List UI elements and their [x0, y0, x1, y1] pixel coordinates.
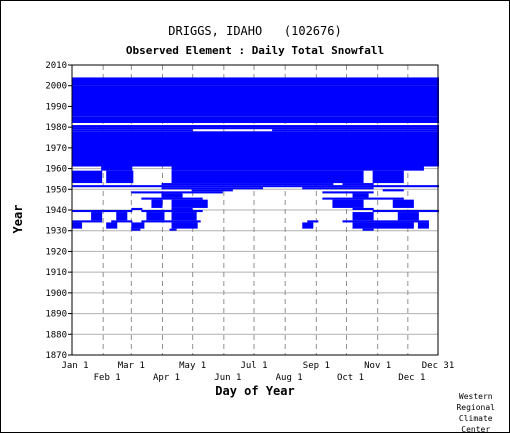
- y-tick-label: 1950: [45, 185, 67, 195]
- y-tick-label: 1960: [45, 165, 67, 175]
- x-tick-label: Nov 1: [364, 361, 391, 371]
- credit-block: Western Regional Climate Center: [456, 391, 495, 435]
- data-cell-block: [101, 166, 133, 171]
- x-tick-label: May 1: [179, 361, 206, 371]
- x-tick-label: Jul 1: [240, 361, 267, 371]
- y-tick-label: 1920: [45, 247, 67, 257]
- x-tick-label: Feb 1: [94, 373, 121, 383]
- data-cell-block: [322, 191, 374, 194]
- data-cell-block: [72, 129, 193, 132]
- y-tick-label: 1890: [45, 310, 67, 320]
- x-tick-label: Apr 1: [153, 373, 180, 383]
- data-cell-block: [72, 85, 440, 117]
- x-tick-label: Dec 1: [398, 373, 425, 383]
- data-cell-block: [397, 212, 419, 221]
- data-cell-block: [171, 212, 197, 221]
- x-axis-label: Day of Year: [215, 384, 295, 398]
- y-tick-label: 2000: [45, 82, 67, 92]
- y-tick-label: 1940: [45, 206, 67, 216]
- data-cell-block: [169, 228, 177, 231]
- x-tick-label: Dec 31: [422, 361, 455, 371]
- data-cell-block: [382, 189, 404, 192]
- data-cell-block: [106, 222, 118, 229]
- data-cell-block: [161, 187, 264, 190]
- data-cell-block: [72, 170, 103, 184]
- y-tick-label: 1880: [45, 330, 67, 340]
- data-cell-block: [171, 207, 193, 210]
- chart-title: DRIGGS, IDAHO (102676): [168, 24, 342, 38]
- data-cell-block: [272, 129, 440, 132]
- y-tick-label: 1910: [45, 268, 67, 278]
- x-tick-label: Jan 1: [61, 361, 88, 371]
- data-cell-block: [151, 199, 163, 208]
- y-tick-label: 1980: [45, 123, 67, 133]
- data-cell-block: [72, 220, 103, 223]
- data-cell-block: [342, 220, 429, 223]
- credit-line: Climate: [458, 414, 493, 423]
- y-tick-label: 1870: [45, 351, 67, 361]
- data-cell-block: [372, 210, 440, 213]
- x-tick-label: Mar 1: [118, 361, 145, 371]
- data-cell-block: [131, 222, 145, 229]
- data-cell-block: [72, 116, 440, 123]
- data-cell-block: [307, 220, 319, 223]
- data-cell-block: [171, 199, 208, 208]
- chart-subtitle: Observed Element : Daily Total Snowfall: [125, 44, 385, 57]
- data-cell-block: [141, 220, 201, 223]
- y-tick-label: 1900: [45, 289, 67, 299]
- x-tick-label: Sep 1: [303, 361, 330, 371]
- data-cell-block: [72, 127, 440, 130]
- data-cell-block: [332, 199, 364, 208]
- data-cell-block: [72, 77, 440, 86]
- data-cell-block: [191, 189, 233, 192]
- data-cell-block: [116, 212, 128, 221]
- data-cell-block: [171, 166, 424, 171]
- data-cell-block: [342, 183, 374, 186]
- y-tick-label: 2010: [45, 61, 67, 71]
- data-cell-block: [392, 199, 414, 208]
- credit-line: Center: [461, 425, 491, 434]
- data-cell-block: [302, 187, 374, 190]
- data-cell-block: [141, 197, 203, 200]
- x-tick-label: Jun 1: [214, 373, 241, 383]
- credit-line: Regional: [456, 403, 495, 412]
- data-cell-block: [362, 228, 374, 231]
- credit-line: Western: [458, 392, 493, 401]
- data-cell-block: [141, 210, 203, 213]
- data-cell-block: [146, 212, 165, 221]
- data-cell-block: [352, 212, 374, 221]
- data-cell-block: [72, 210, 133, 213]
- y-tick-label: 1970: [45, 144, 67, 154]
- data-cell-block: [352, 193, 369, 198]
- y-tick-label: 1930: [45, 227, 67, 237]
- data-cell-block: [106, 170, 134, 184]
- data-cell-block: [72, 131, 440, 167]
- data-cell-block: [131, 207, 143, 210]
- data-cell-block: [131, 228, 141, 231]
- data-cell-block: [372, 170, 404, 184]
- data-cell-block: [417, 222, 429, 229]
- data-cell-block: [171, 170, 364, 184]
- data-cell-block: [72, 222, 83, 229]
- data-cell-block: [72, 185, 440, 188]
- data-cell-block: [72, 125, 440, 128]
- data-cell-block: [322, 197, 404, 200]
- data-cell-block: [111, 220, 133, 223]
- data-cell-block: [302, 222, 314, 229]
- data-cell-block: [131, 191, 223, 194]
- data-cell-block: [161, 193, 183, 198]
- x-tick-label: Aug 1: [276, 373, 303, 383]
- data-cell-block: [171, 222, 198, 229]
- data-cell-block: [352, 207, 374, 210]
- y-tick-label: 1990: [45, 102, 67, 112]
- data-cell-block: [91, 212, 103, 221]
- data-cell-block: [352, 222, 414, 229]
- data-cell-block: [161, 183, 334, 186]
- x-tick-label: Oct 1: [337, 373, 364, 383]
